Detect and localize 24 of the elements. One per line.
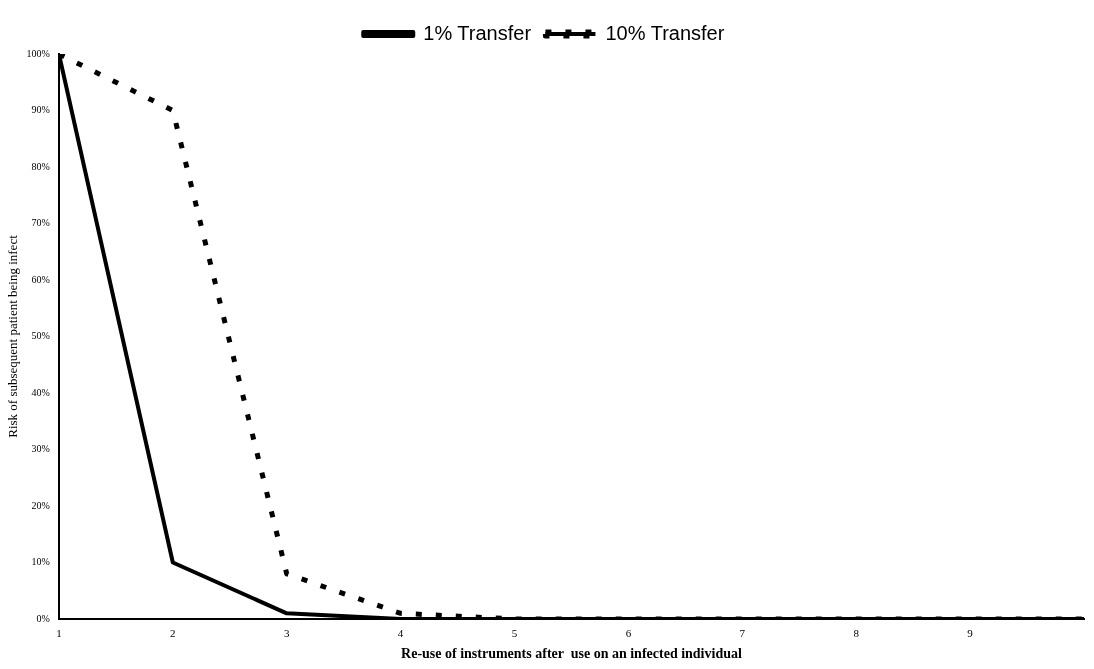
y-tick-label: 100% bbox=[26, 47, 50, 59]
legend-label: 10% Transfer bbox=[605, 21, 725, 44]
y-tick-label: 90% bbox=[31, 104, 50, 116]
x-tick-label: 5 bbox=[511, 627, 518, 640]
y-tick-label: 40% bbox=[31, 386, 50, 398]
y-tick-label: 0% bbox=[36, 612, 50, 624]
y-tick-label: 10% bbox=[31, 556, 50, 568]
legend-label: 1% Transfer bbox=[423, 21, 532, 44]
y-tick-label: 50% bbox=[31, 330, 50, 342]
y-axis-title: Risk of subsequent patient being infect bbox=[5, 234, 21, 438]
x-tick-label: 2 bbox=[170, 627, 176, 640]
x-tick-label: 7 bbox=[739, 627, 746, 640]
x-tick-label: 1 bbox=[56, 627, 62, 640]
y-tick-label: 20% bbox=[31, 499, 50, 511]
y-tick-label: 60% bbox=[31, 273, 50, 285]
y-tick-label: 70% bbox=[31, 217, 50, 229]
x-tick-label: 3 bbox=[283, 627, 290, 640]
y-tick-label: 30% bbox=[31, 443, 50, 455]
x-tick-label: 6 bbox=[625, 627, 632, 640]
x-axis-title: Re-use of instruments after use on an infected individual bbox=[401, 646, 742, 662]
y-tick-label: 80% bbox=[31, 160, 50, 172]
x-tick-label: 8 bbox=[853, 627, 860, 640]
x-tick-label: 9 bbox=[967, 627, 974, 640]
x-tick-label: 4 bbox=[397, 627, 404, 640]
